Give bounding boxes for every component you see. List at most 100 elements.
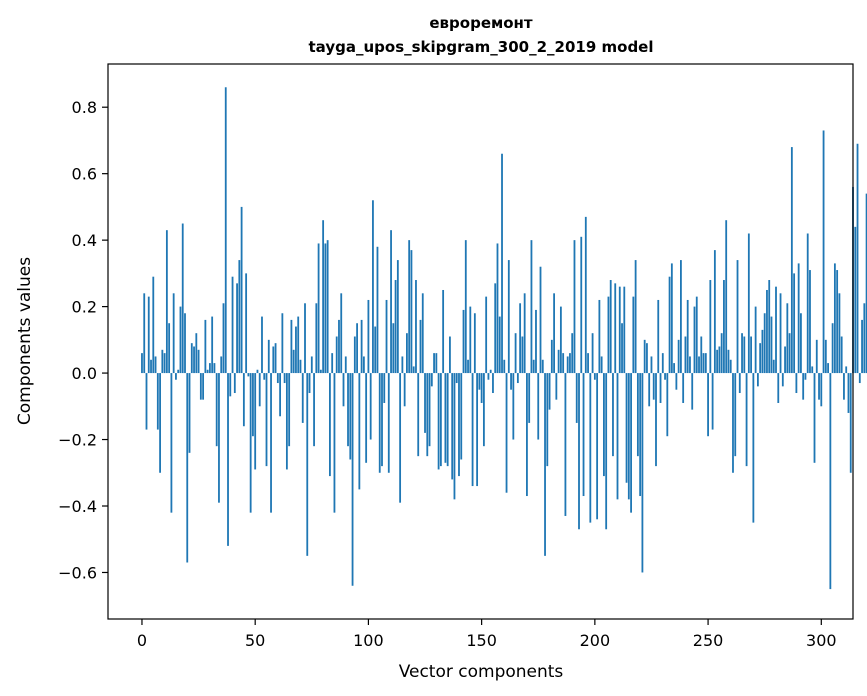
bar-component-138 (453, 373, 456, 500)
bar-component-270 (752, 373, 755, 523)
bar-component-201 (596, 373, 599, 520)
bar-component-14 (172, 293, 175, 374)
bar-component-276 (766, 289, 768, 374)
bar-component-23 (193, 346, 195, 374)
bar-component-284 (784, 346, 786, 374)
bar-component-316 (856, 143, 859, 374)
bar-component-277 (768, 280, 771, 374)
bar-component-293 (804, 373, 807, 380)
bar-component-73 (306, 373, 309, 556)
bar-component-287 (790, 147, 793, 374)
bar-component-192 (575, 373, 578, 423)
bar-component-233 (668, 276, 671, 374)
bar-component-142 (462, 309, 465, 374)
bar-component-268 (747, 233, 750, 374)
bar-component-27 (202, 373, 205, 400)
bar-component-45 (242, 373, 245, 427)
bar-component-84 (331, 353, 334, 374)
bar-component-271 (754, 306, 757, 374)
bar-component-22 (190, 343, 193, 374)
y-tick-label: 0.6 (72, 165, 97, 184)
bar-component-249 (704, 353, 707, 374)
bar-component-319 (863, 303, 866, 374)
bar-component-209 (614, 283, 617, 374)
bar-component-134 (444, 373, 447, 463)
bar-component-130 (435, 353, 438, 374)
bar-component-211 (618, 286, 621, 374)
bar-component-9 (161, 349, 164, 374)
bar-component-267 (745, 373, 748, 467)
bar-component-127 (428, 373, 431, 447)
bar-component-162 (507, 260, 510, 374)
bar-component-207 (609, 280, 612, 374)
chart-subtitle: tayga_upos_skipgram_300_2_2019 model (309, 38, 654, 56)
x-tick-label: 150 (466, 631, 497, 650)
bar-component-224 (648, 373, 651, 407)
bar-component-64 (285, 373, 288, 470)
bar-component-81 (324, 243, 327, 374)
bar-component-69 (297, 316, 300, 374)
bar-component-166 (516, 373, 519, 384)
y-tick-label: −0.6 (58, 563, 97, 582)
bar-component-145 (469, 306, 472, 374)
y-axis-label: Components values (15, 257, 35, 425)
bar-component-78 (317, 243, 320, 374)
bar-component-39 (229, 373, 232, 397)
bar-component-21 (188, 373, 191, 453)
bar-component-186 (562, 353, 565, 374)
bar-component-116 (403, 373, 406, 407)
bar-component-76 (313, 373, 315, 447)
bar-component-109 (387, 373, 390, 473)
bar-component-123 (419, 319, 422, 374)
bar-component-244 (693, 306, 696, 374)
bar-component-57 (270, 373, 272, 513)
bar-component-0 (141, 353, 143, 374)
bar-component-90 (344, 356, 347, 374)
bar-component-107 (383, 373, 386, 403)
bar-component-149 (478, 373, 481, 390)
bar-component-70 (299, 359, 302, 374)
y-tick-label: 0.2 (72, 298, 97, 317)
chart-title: евроремонт (429, 14, 533, 32)
bar-component-176 (539, 266, 542, 374)
bar-component-53 (261, 316, 263, 374)
bar-component-85 (333, 373, 336, 513)
bar-component-226 (652, 373, 655, 400)
bar-component-87 (338, 319, 340, 374)
y-tick-label: 0.0 (72, 364, 97, 383)
bar-component-32 (213, 363, 216, 374)
bar-component-188 (566, 356, 569, 374)
bars-group (141, 87, 867, 590)
bar-component-98 (362, 356, 365, 374)
bar-component-108 (385, 299, 388, 374)
bar-component-252 (711, 373, 714, 430)
bar-component-120 (412, 366, 415, 374)
bar-component-218 (634, 260, 637, 374)
bar-component-121 (415, 280, 417, 374)
bar-component-185 (559, 306, 562, 374)
bar-component-240 (684, 336, 687, 374)
bar-component-67 (292, 349, 295, 374)
bar-component-260 (729, 359, 732, 374)
bar-component-241 (686, 299, 689, 374)
bar-component-16 (177, 369, 180, 374)
bar-component-288 (793, 273, 796, 374)
bar-component-129 (433, 353, 435, 374)
bar-component-29 (206, 369, 209, 374)
bar-component-132 (439, 373, 442, 467)
bar-component-313 (849, 373, 852, 473)
bar-component-158 (498, 316, 501, 374)
bar-component-54 (263, 373, 266, 380)
bar-component-257 (723, 280, 725, 374)
bar-component-198 (589, 373, 592, 523)
bar-component-94 (353, 336, 356, 374)
bar-component-101 (369, 373, 372, 440)
bar-component-163 (510, 373, 512, 390)
bar-component-320 (865, 193, 867, 374)
bar-component-7 (156, 373, 159, 430)
bar-component-18 (181, 223, 184, 374)
bar-component-103 (374, 326, 377, 374)
bar-component-168 (521, 336, 524, 374)
bar-component-169 (523, 293, 526, 374)
bar-component-152 (485, 296, 488, 374)
